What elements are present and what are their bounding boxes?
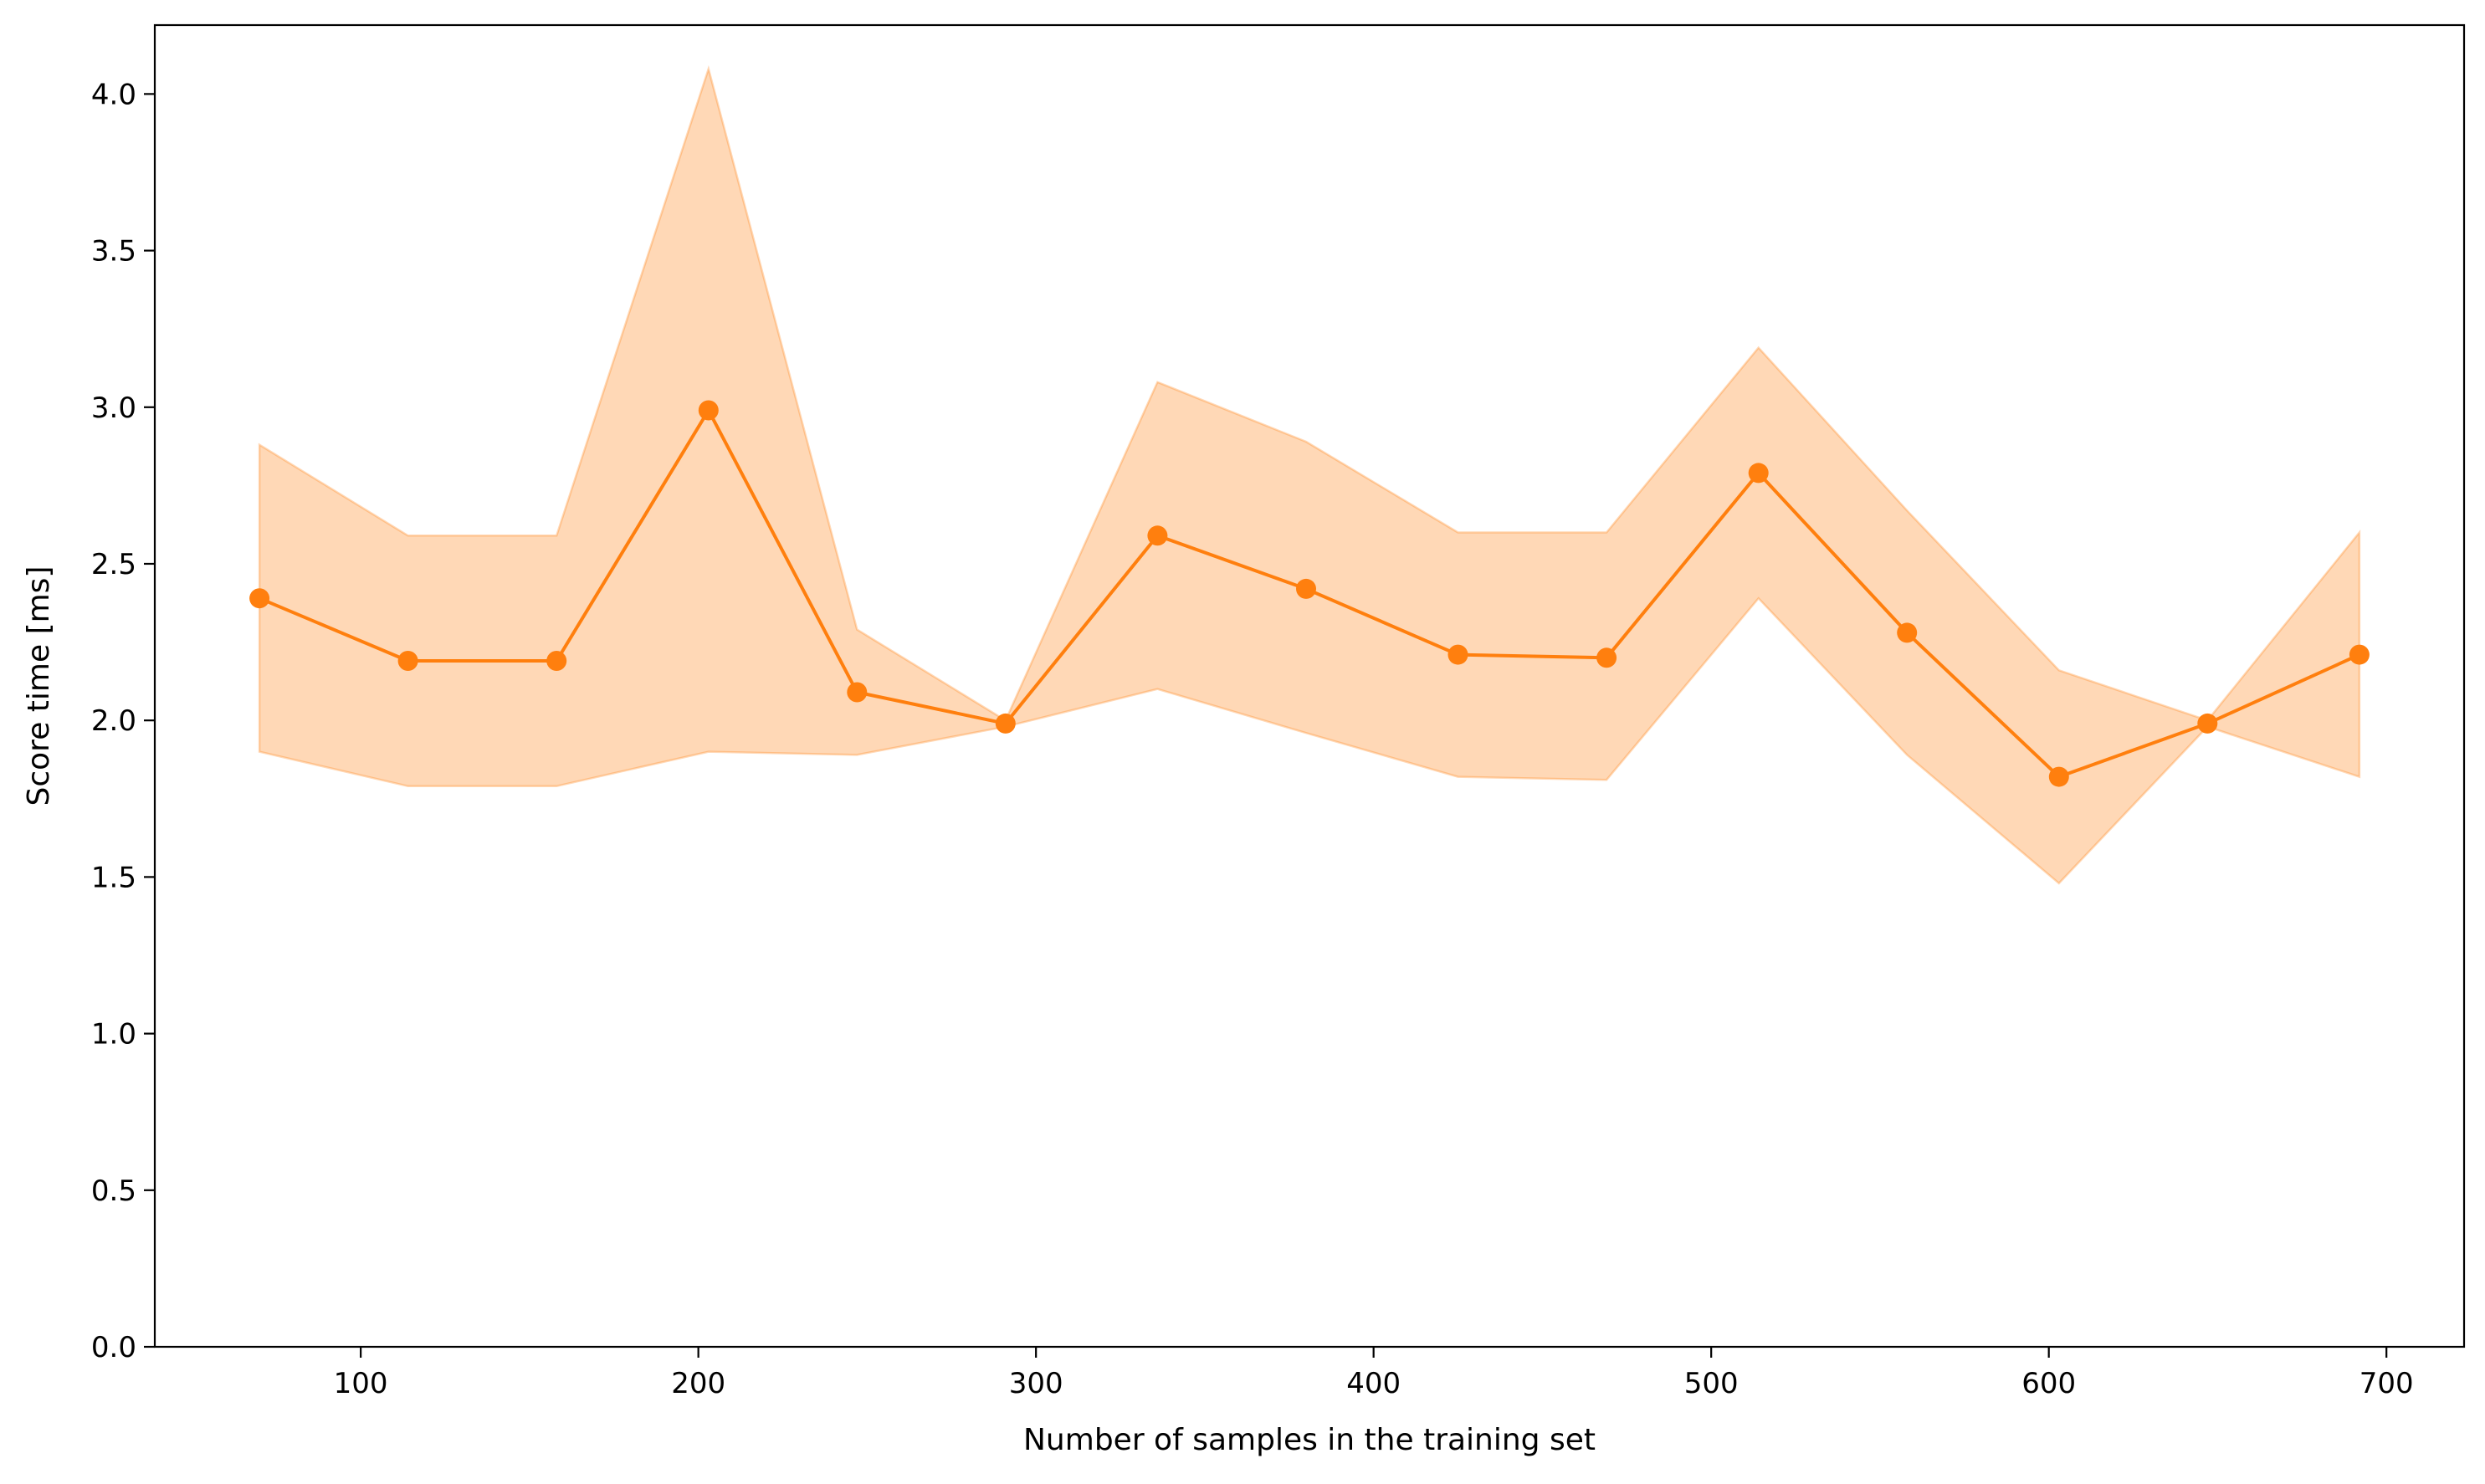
- data-point: [2349, 644, 2370, 665]
- x-tick-label: 500: [1684, 1367, 1739, 1400]
- y-tick-label: 1.5: [91, 861, 136, 894]
- x-tick-label: 300: [1009, 1367, 1063, 1400]
- x-tick-label: 600: [2021, 1367, 2076, 1400]
- y-tick-label: 1.0: [91, 1018, 136, 1052]
- x-tick-label: 100: [334, 1367, 388, 1400]
- data-point: [397, 651, 418, 671]
- x-tick-label: 400: [1346, 1367, 1401, 1400]
- data-point: [995, 713, 1016, 734]
- y-axis-ticks: 0.0 0.5 1.0 1.5 2.0 2.5 3.0 3.5 4.0: [91, 78, 155, 1364]
- data-point: [1447, 644, 1468, 665]
- x-tick-label: 700: [2359, 1367, 2414, 1400]
- data-point: [1897, 622, 1918, 643]
- data-point: [1296, 578, 1316, 599]
- axes-frame: [153, 23, 2466, 1348]
- x-tick-label: 200: [671, 1367, 725, 1400]
- y-tick-label: 0.0: [91, 1331, 136, 1364]
- data-point: [249, 588, 270, 609]
- marker-layer: [249, 400, 2370, 787]
- data-point: [546, 651, 567, 671]
- y-axis-label: Score time [ms]: [22, 566, 56, 806]
- y-tick-label: 2.5: [91, 548, 136, 581]
- y-tick-label: 3.5: [91, 235, 136, 269]
- data-point: [698, 400, 719, 421]
- x-axis-label: Number of samples in the training set: [1023, 1423, 1596, 1457]
- y-tick-label: 3.0: [91, 391, 136, 425]
- y-tick-label: 0.5: [91, 1174, 136, 1208]
- data-point: [847, 682, 868, 703]
- data-point: [1748, 463, 1769, 484]
- data-point: [2197, 713, 2218, 734]
- data-point: [1147, 525, 1168, 546]
- data-point: [1596, 647, 1617, 668]
- y-tick-label: 4.0: [91, 78, 136, 111]
- y-tick-label: 2.0: [91, 704, 136, 738]
- x-axis-ticks: 100 200 300 400 500 600 700: [334, 1347, 2414, 1400]
- data-point: [2048, 766, 2069, 787]
